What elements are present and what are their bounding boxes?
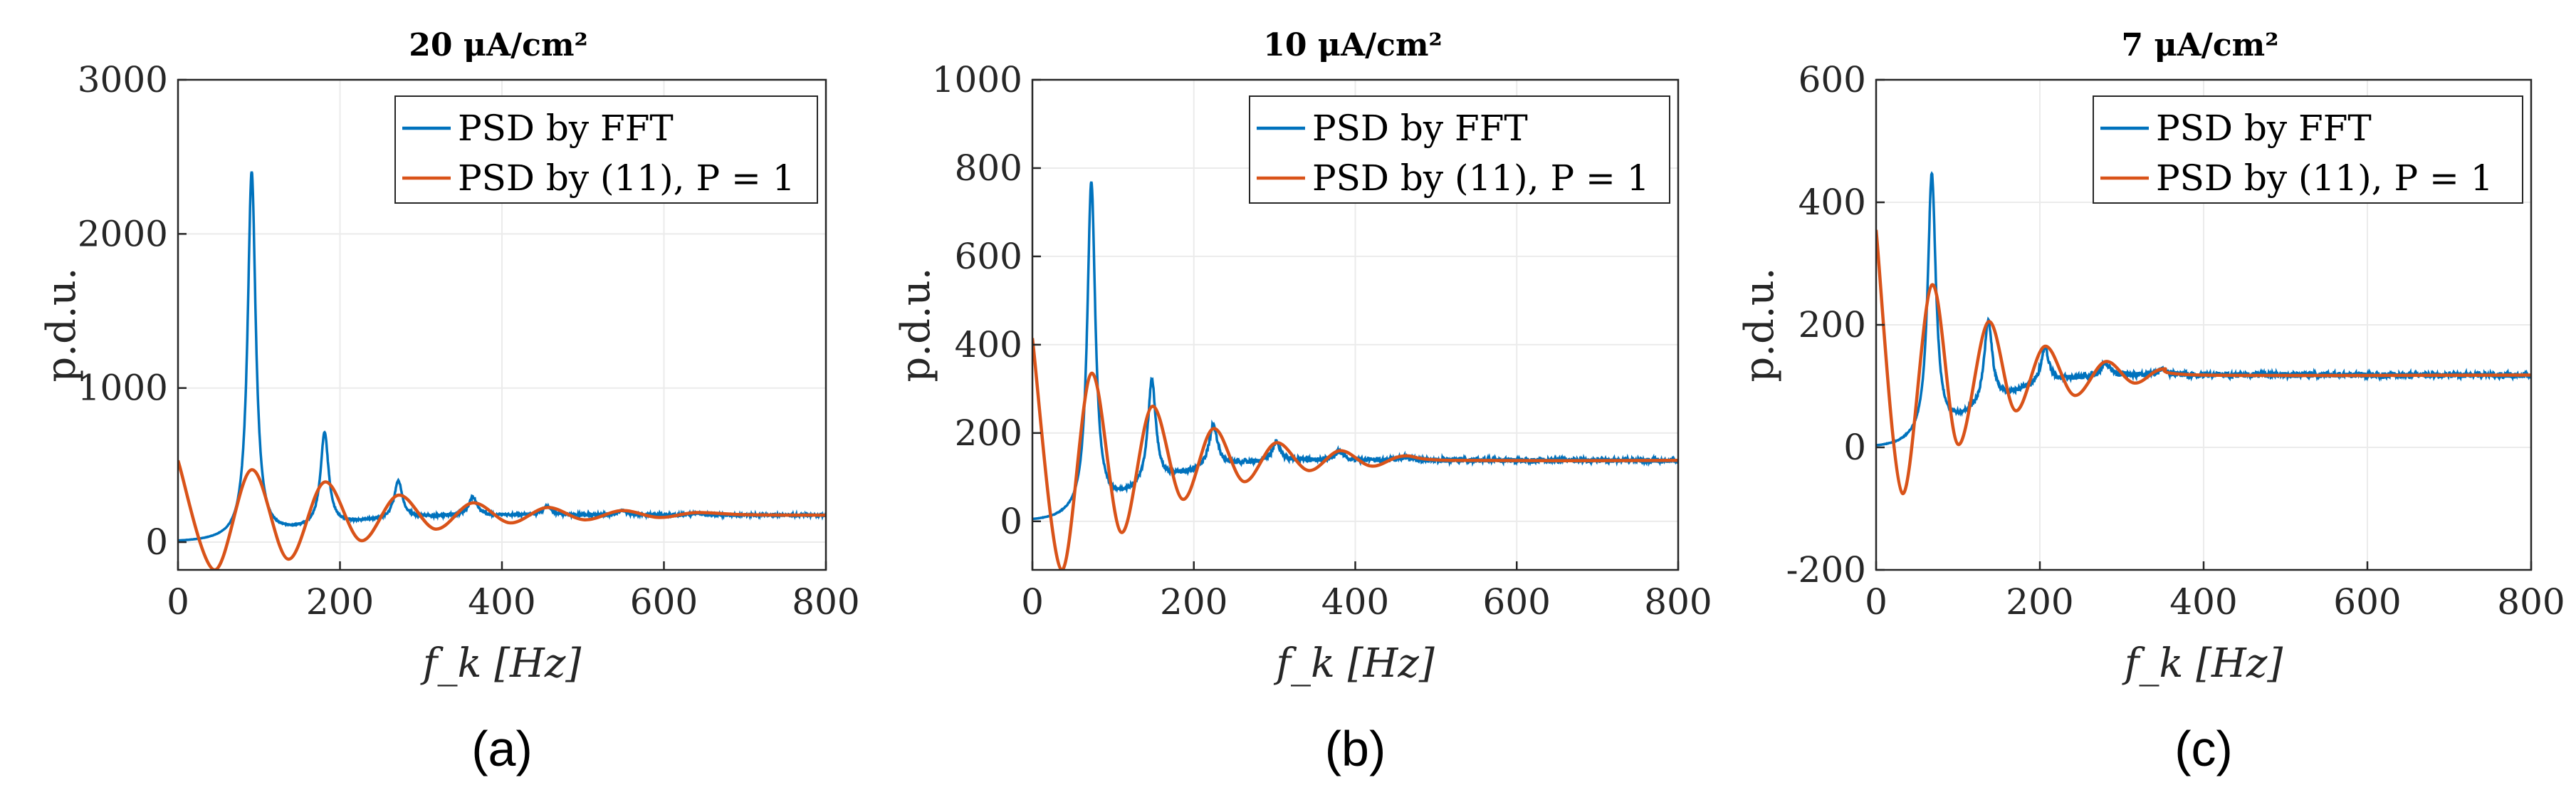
x-tick-label: 0 [1865,581,1888,623]
legend: PSD by FFT PSD by (11), P = 1 [1249,95,1670,204]
y-axis-label: p.d.u. [1737,267,1783,382]
x-tick-label: 200 [1160,581,1227,623]
legend-entry: PSD by FFT [1312,108,1528,149]
legend-entry: PSD by (11), P = 1 [2156,157,2493,199]
y-tick-label: 400 [1799,182,1866,223]
legend: PSD by FFT PSD by (11), P = 1 [394,95,818,204]
y-tick-label: 0 [1000,501,1022,542]
legend-box [1249,95,1670,204]
chart-title: 10 μA/cm² [1263,27,1443,63]
x-tick-label: 600 [2333,581,2401,623]
x-tick-label: 600 [1483,581,1551,623]
chart-title: 7 μA/cm² [2122,27,2279,63]
y-tick-label: 600 [1799,59,1866,100]
panel-label: (c) [2174,721,2233,776]
x-tick-label: 200 [306,581,374,623]
y-tick-label: 200 [1799,304,1866,345]
x-tick-label: 600 [630,581,698,623]
chart-panel-2: 0 200 400 600 800 0 200 400 600 800 1000 f_k [Hz] p.… [893,27,1712,776]
y-tick-label: 600 [955,236,1022,277]
legend-entry: PSD by (11), P = 1 [458,157,795,199]
x-tick-label: 800 [1644,581,1712,623]
chart-title: 20 μA/cm² [409,27,588,63]
legend-entry: PSD by FFT [458,108,674,149]
x-axis-label: f_k [Hz] [2122,640,2283,687]
x-axis-label: f_k [Hz] [1273,640,1435,687]
y-axis-label: p.d.u. [38,267,85,382]
y-tick-label: 0 [1843,427,1866,468]
legend-box [394,95,818,204]
legend-box [2093,95,2523,204]
x-tick-label: 400 [2169,581,2237,623]
x-tick-label: 800 [2497,581,2565,623]
y-tick-label: 200 [955,412,1022,454]
x-tick-label: 0 [1021,581,1044,623]
chart-panel-1: 0 200 400 600 800 0 1000 2000 3000 f_k [Hz] p.d.u.… [38,27,860,776]
y-tick-label: 3000 [78,59,168,100]
y-tick-label: 1000 [932,59,1022,100]
legend-entry: PSD by (11), P = 1 [1312,157,1650,199]
y-tick-label: 400 [955,324,1022,365]
series-line-psd-model [178,459,826,570]
y-tick-label: 800 [955,147,1022,189]
y-tick-label: 1000 [78,368,168,409]
panel-label: (b) [1325,721,1386,776]
x-tick-label: 0 [167,581,189,623]
y-tick-label: -200 [1786,549,1866,591]
y-tick-label: 2000 [78,213,168,254]
series-line-psd-model [1032,338,1678,570]
series-line-psd-fft [178,171,826,542]
x-axis-label: f_k [Hz] [420,640,582,687]
series-line-psd-model [1876,229,2531,495]
y-tick-label: 0 [145,521,168,563]
x-tick-label: 200 [2006,581,2073,623]
x-tick-label: 800 [792,581,859,623]
x-tick-label: 400 [1321,581,1389,623]
y-axis-label: p.d.u. [893,267,939,382]
x-tick-label: 400 [468,581,535,623]
legend-entry: PSD by FFT [2156,108,2372,149]
legend: PSD by FFT PSD by (11), P = 1 [2093,95,2523,204]
panel-label: (a) [471,721,533,776]
